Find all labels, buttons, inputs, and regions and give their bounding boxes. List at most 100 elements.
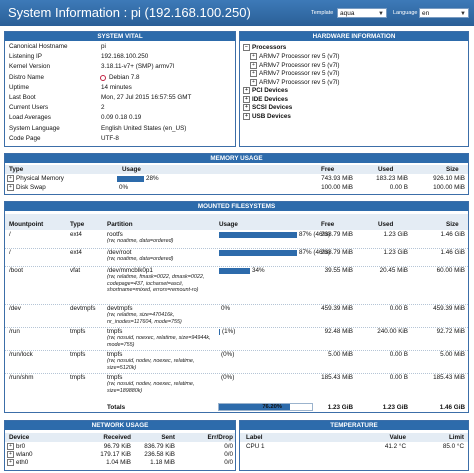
- fs-options: (rw, nosuid, nodev, noexec, relatime, si…: [107, 358, 195, 371]
- col-label: Label: [246, 434, 263, 441]
- vital-label: Kernel Version: [9, 63, 50, 71]
- row-divider: [5, 350, 468, 351]
- memory-type[interactable]: + Disk Swap: [7, 184, 46, 191]
- template-label: Template: [311, 10, 334, 16]
- totals-usage-text: 76.20%: [262, 404, 282, 410]
- memory-usage-panel: MEMORY USAGE Type Usage Free Used Size +…: [4, 153, 469, 195]
- row-divider: [5, 248, 468, 249]
- hardware-information-panel: HARDWARE INFORMATION − Processors + ARMv7 …: [239, 31, 469, 147]
- fs-size: 92.72 MiB: [436, 328, 465, 335]
- expand-icon[interactable]: +: [243, 95, 250, 103]
- panel-title: SYSTEM VITAL: [5, 32, 235, 41]
- expand-icon[interactable]: +: [7, 459, 14, 466]
- fs-mountpoint: /: [9, 249, 11, 256]
- expand-icon[interactable]: +: [7, 451, 14, 458]
- col-limit: Limit: [448, 434, 464, 441]
- network-device[interactable]: + br0: [7, 443, 25, 450]
- fs-type: ext4: [70, 249, 82, 256]
- fs-used: 240.00 KiB: [377, 328, 408, 335]
- totals-used: 1.23 GiB: [382, 404, 408, 411]
- memory-header-row: [5, 165, 468, 174]
- memory-free: 100.00 MiB: [321, 184, 353, 191]
- vital-value: Mon, 27 Jul 2015 16:57:55 GMT: [101, 94, 192, 101]
- fs-used: 1.23 GiB: [383, 249, 408, 256]
- fs-type: ext4: [70, 231, 82, 238]
- hardware-group-node[interactable]: + PCI Devices: [243, 87, 288, 94]
- totals-usage-fill: [219, 404, 290, 410]
- fs-type: devtmpfs: [70, 305, 96, 312]
- fs-size: 60.00 MiB: [436, 267, 465, 274]
- row-divider: [5, 373, 468, 374]
- temperature-header-row: [240, 433, 468, 442]
- vital-label: Load Averages: [9, 114, 51, 122]
- vital-label: Code Page: [9, 134, 41, 142]
- panel-title: NETWORK USAGE: [5, 421, 235, 430]
- expand-icon[interactable]: +: [250, 70, 257, 77]
- col-size: Size: [446, 166, 459, 173]
- expand-icon[interactable]: +: [243, 112, 250, 120]
- fs-header-row: [5, 214, 468, 230]
- col-usage: Usage: [122, 166, 141, 173]
- fs-used: 20.45 MiB: [379, 267, 408, 274]
- expand-icon[interactable]: +: [243, 87, 250, 94]
- hardware-group-label: PCI Devices: [252, 87, 289, 95]
- fs-size: 1.46 GiB: [440, 249, 465, 256]
- fs-free: 92.48 MiB: [324, 328, 353, 335]
- network-errdrop: 0/0: [224, 443, 233, 450]
- col-type: Type: [9, 166, 24, 173]
- network-device-label: br0: [16, 443, 26, 451]
- hardware-group-node[interactable]: + SCSI Devices: [243, 104, 292, 111]
- processor-label: ARMv7 Processor rev 5 (v7l): [259, 70, 340, 78]
- vital-label: Last Boot: [9, 94, 36, 101]
- vital-value: pi: [101, 43, 106, 50]
- network-errdrop: 0/0: [224, 459, 233, 466]
- fs-type: vfat: [70, 267, 81, 274]
- expand-icon[interactable]: +: [250, 53, 257, 60]
- template-select[interactable]: aqua ▼: [337, 8, 387, 18]
- network-device[interactable]: + eth0: [7, 459, 28, 466]
- expand-icon[interactable]: +: [7, 443, 14, 450]
- processor-label: ARMv7 Processor rev 5 (v7l): [259, 61, 340, 69]
- vital-label: Uptime: [9, 83, 29, 91]
- language-select[interactable]: en ▼: [419, 8, 469, 18]
- expand-icon[interactable]: +: [250, 78, 257, 86]
- hardware-group-label: IDE Devices: [252, 95, 289, 103]
- col-used: Used: [378, 221, 394, 228]
- expand-icon[interactable]: +: [243, 104, 250, 111]
- hardware-group-node[interactable]: + USB Devices: [243, 112, 291, 120]
- vital-value: UTF-8: [101, 134, 119, 142]
- temperature-label: CPU 1: [246, 443, 265, 450]
- expand-icon[interactable]: +: [7, 184, 14, 191]
- processor-item[interactable]: + ARMv7 Processor rev 5 (v7l): [250, 70, 339, 77]
- panel-title: TEMPERATURE: [240, 421, 468, 430]
- page-title: System Information : pi (192.168.100.250…: [8, 5, 251, 20]
- network-header-row: [5, 433, 235, 442]
- processor-item[interactable]: + ARMv7 Processor rev 5 (v7l): [250, 61, 340, 69]
- fs-free: 185.43 MiB: [321, 374, 353, 381]
- fs-usage-bar: [219, 268, 250, 274]
- fs-mountpoint: /boot: [9, 267, 24, 274]
- totals-usage-bar: 76.20%: [218, 403, 313, 411]
- row-divider: [5, 327, 468, 328]
- hardware-group-node[interactable]: + IDE Devices: [243, 95, 289, 103]
- expand-icon[interactable]: +: [250, 61, 257, 69]
- network-received: 1.04 MiB: [106, 459, 131, 466]
- fs-usage-text: 87% (46%): [299, 249, 331, 256]
- processor-item[interactable]: + ARMv7 Processor rev 5 (v7l): [250, 78, 340, 86]
- fs-type: tmpfs: [70, 351, 86, 358]
- fs-partition: tmpfs: [107, 351, 123, 358]
- network-device[interactable]: + wlan0: [7, 451, 32, 458]
- fs-partition: /dev/mmcblk0p1: [107, 267, 153, 274]
- fs-mountpoint: /: [9, 231, 11, 238]
- memory-type[interactable]: + Physical Memory: [7, 175, 64, 182]
- fs-free: 5.00 MiB: [328, 351, 353, 358]
- vital-value: 0.09 0.18 0.19: [101, 114, 142, 122]
- expand-icon[interactable]: +: [7, 175, 14, 182]
- processor-item[interactable]: + ARMv7 Processor rev 5 (v7l): [250, 53, 339, 60]
- memory-type-label: Physical Memory: [16, 175, 64, 183]
- processor-label: ARMv7 Processor rev 5 (v7l): [259, 78, 340, 86]
- network-sent: 236.58 KiB: [144, 451, 175, 458]
- processors-node[interactable]: − Processors: [243, 44, 286, 51]
- collapse-icon[interactable]: −: [243, 44, 250, 51]
- system-vital-panel: SYSTEM VITAL Canonical Hostname pi Listeni…: [4, 31, 236, 147]
